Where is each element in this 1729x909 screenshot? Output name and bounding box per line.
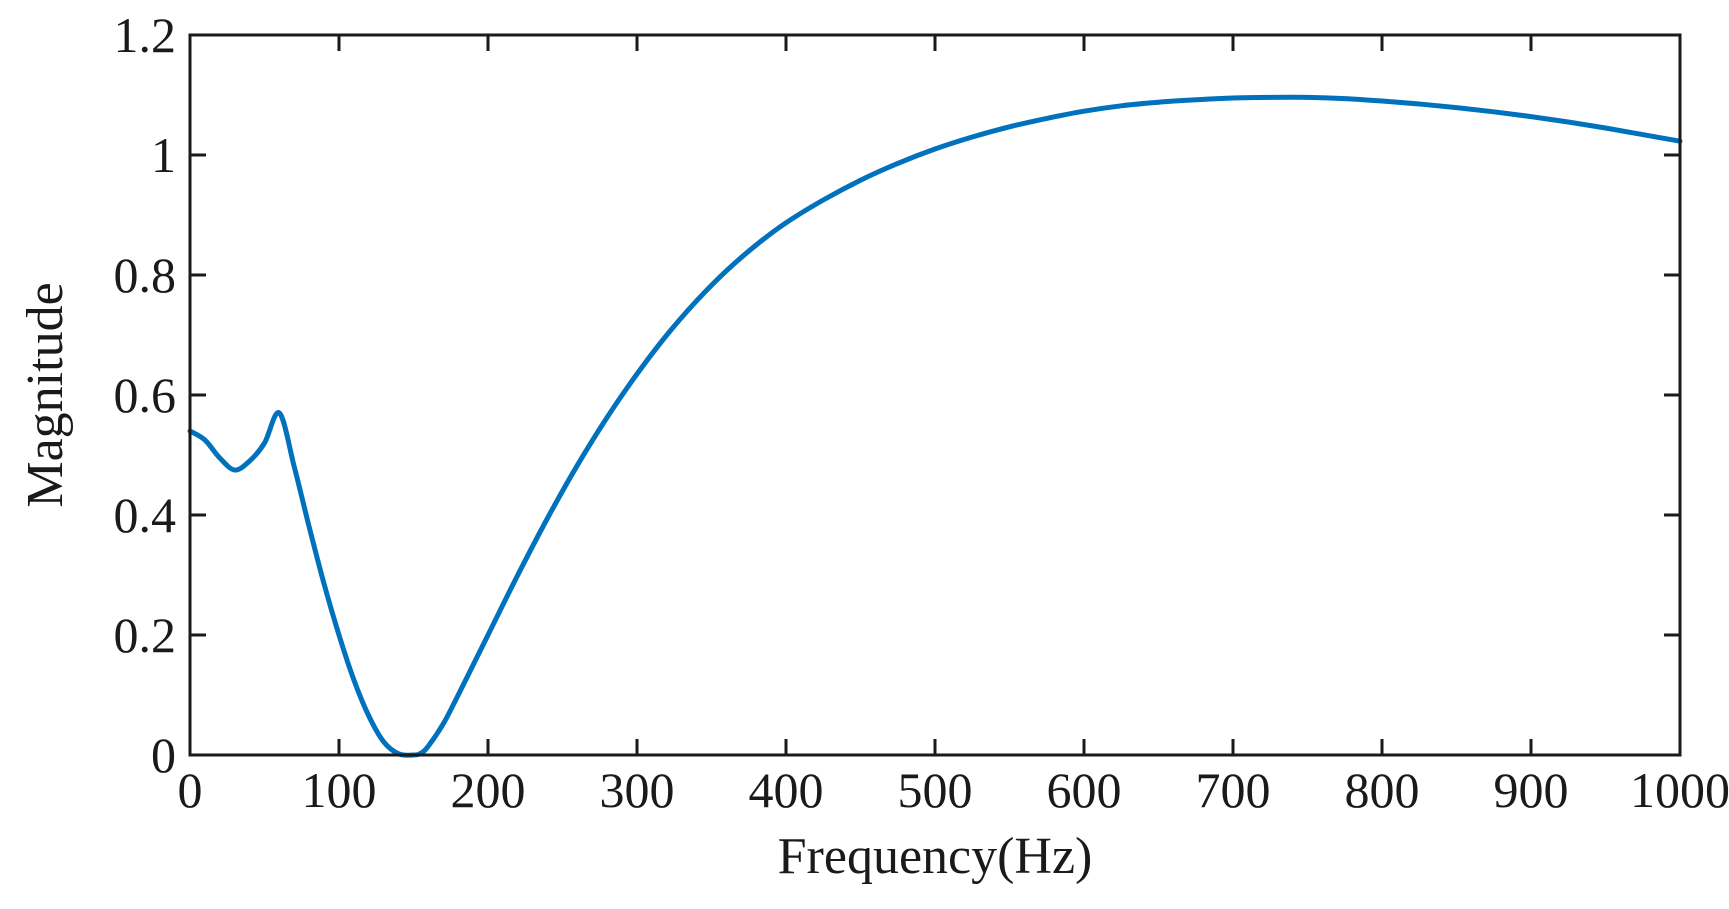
plot-frame <box>188 33 1682 757</box>
series-line <box>187 94 1683 758</box>
y-tick-label: 1.2 <box>114 7 177 63</box>
x-tick-label: 800 <box>1345 762 1420 818</box>
x-ticks: 0 100 200 300 400 500 600 700 800 900 1000 <box>178 35 1729 818</box>
y-tick-label: 0.4 <box>114 487 177 543</box>
x-tick-label: 900 <box>1494 762 1569 818</box>
x-tick-label: 300 <box>600 762 675 818</box>
x-tick-label: 1000 <box>1630 762 1729 818</box>
x-tick-label: 600 <box>1047 762 1122 818</box>
y-tick-label: 0 <box>151 727 176 783</box>
y-tick-label: 0.2 <box>114 607 177 663</box>
x-tick-label: 700 <box>1196 762 1271 818</box>
x-axis-label: Frequency(Hz) <box>778 828 1093 885</box>
y-axis-label: Magnitude <box>17 282 74 507</box>
y-tick-label: 0.6 <box>114 367 177 423</box>
y-tick-label: 1 <box>151 127 176 183</box>
x-tick-label: 400 <box>749 762 824 818</box>
x-tick-label: 500 <box>898 762 973 818</box>
x-tick-label: 100 <box>302 762 377 818</box>
x-tick-label: 0 <box>178 762 203 818</box>
x-tick-label: 200 <box>451 762 526 818</box>
series-layer <box>187 94 1683 758</box>
y-tick-label: 0.8 <box>114 247 177 303</box>
